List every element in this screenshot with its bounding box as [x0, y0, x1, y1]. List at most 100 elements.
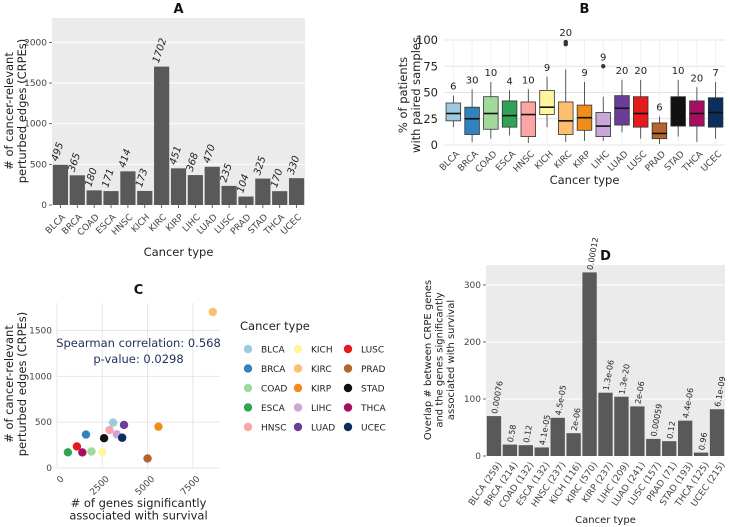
panel-b-count-label: 6	[450, 82, 456, 93]
panel-b-count-label: 10	[522, 75, 535, 86]
panel-b-y-tick-label: 0	[431, 138, 438, 152]
panel-c-legend-label: UCEC	[361, 424, 386, 434]
panel-c-title: C	[134, 283, 144, 298]
panel-b-outlier	[563, 39, 568, 45]
panel-b-box	[445, 102, 462, 122]
panel-d-bar	[486, 416, 502, 456]
panel-d-y-tick-label: 200	[464, 338, 481, 348]
panel-b-box	[595, 112, 611, 137]
panel-c-point-coad	[87, 447, 96, 456]
panel-c-legend-label: BLCA	[261, 346, 285, 356]
panel-b-box	[670, 96, 686, 127]
panel-b-box	[632, 96, 649, 128]
panel-d-y-tick-label: 100	[464, 395, 481, 405]
panel-d-y-tick-label: 0	[475, 452, 481, 462]
panel-c-legend-key	[243, 364, 253, 373]
panel-d-bar	[693, 452, 709, 456]
panel-a-bar	[69, 175, 85, 205]
panel-a-x-tick-label: KIRP	[165, 212, 187, 234]
panel-c-point-kirc	[208, 307, 217, 317]
panel-b-box	[651, 122, 668, 140]
panel-c-x-tick-label: 5000	[134, 474, 157, 497]
panel-c-legend-label: THCA	[360, 404, 387, 414]
panel-b-count-label: 10	[484, 68, 497, 79]
panel-b-box	[558, 101, 574, 135]
panel-c-point-blca	[108, 418, 118, 427]
panel-b-count-label: 4	[506, 76, 512, 87]
panel-b-title: B	[580, 2, 590, 17]
panel-c-legend-title: Cancer type	[240, 319, 310, 333]
panel-d-y-axis-label: Overlap # between CRPE genesand the gene…	[423, 280, 457, 440]
panel-b-count-label: 20	[559, 28, 572, 39]
panel-d-bar	[630, 406, 645, 456]
panel-c-x-tick-label: 0	[55, 474, 66, 485]
panel-c-legend-key	[243, 422, 253, 432]
panel-b-x-tick-label: LUAD	[606, 149, 630, 173]
panel-b-count-label: 6	[656, 103, 662, 114]
panel-b-y-tick-label: 100	[416, 33, 438, 47]
panel-b-box	[539, 90, 555, 115]
panel-c-x-tick-label: 2500	[89, 474, 112, 497]
panel-c-legend-key	[293, 364, 303, 373]
panel-d-bar	[550, 417, 565, 456]
panel-c-legend-key	[293, 383, 303, 393]
panel-c-legend-key	[293, 403, 303, 412]
panel-d-bar	[534, 447, 549, 456]
panel-c-legend-label: HNSC	[261, 424, 287, 434]
panel-a-bar	[103, 191, 119, 205]
panel-c-legend-label: STAD	[361, 385, 385, 395]
panel-c-legend-label: LUSC	[361, 346, 384, 356]
panel-b-box	[614, 95, 630, 126]
panel-c: C 0 500 1000 1500 0 2500 5000 7500 Spearman corre…	[2, 283, 387, 523]
panel-b-x-tick-label: UCEC	[700, 150, 725, 175]
panel-c-legend-label: LIHC	[311, 404, 332, 414]
panel-d-bar	[662, 441, 677, 456]
panel-c-point-stad	[99, 434, 109, 443]
panel-b-count-label: 20	[691, 73, 704, 84]
panel-d-y-tick-label: 300	[464, 281, 481, 291]
panel-c-legend-key	[243, 403, 253, 412]
panel-b-count-label: 20	[616, 66, 629, 77]
panel-c-legend-key	[343, 364, 353, 373]
panel-a-title: A	[173, 2, 183, 17]
panel-c-point-kirp	[154, 422, 163, 431]
panel-d-pvalue-label: 0.12	[522, 424, 534, 443]
panel-c-x-tick-label: 7500	[179, 474, 202, 497]
panel-a-y-tick-label: 1000	[24, 120, 47, 130]
panel-a-bar	[137, 190, 153, 205]
panel-b-outlier	[601, 64, 606, 69]
panel-a-x-axis-label: Cancer type	[144, 245, 214, 259]
panel-a-x-tick-label: KICH	[130, 213, 152, 235]
panel-b-box	[464, 106, 480, 135]
panel-a-bar	[154, 66, 170, 206]
panel-c-y-tick-label: 1000	[29, 372, 52, 382]
panel-b-count-label: 30	[466, 75, 479, 86]
panel-c-legend-key	[343, 344, 353, 354]
panel-a-bar	[187, 175, 203, 205]
panel-b-x-tick-label: HNSC	[512, 150, 537, 175]
panel-a-bar	[86, 190, 102, 205]
panel-a-y-axis-label: # of cancer-relevantperturbed edges (CRP…	[2, 39, 29, 184]
panel-c-y-tick-label: 1500	[29, 327, 52, 337]
panel-b-count-label: 9	[600, 52, 606, 63]
panel-a-bar	[170, 168, 187, 205]
panel-b-count-label: 20	[634, 66, 647, 77]
panel-c-legend-key	[243, 344, 253, 354]
panel-c-legend-key	[343, 422, 353, 432]
panel-c-annotation-correlation: Spearman correlation: 0.568	[56, 336, 221, 350]
panel-b-count-label: 7	[712, 68, 718, 79]
panel-c-point-brca	[81, 430, 91, 439]
panel-c-point-esca	[63, 448, 73, 457]
panel-b-box	[520, 101, 537, 137]
panel-c-plot-background	[57, 303, 220, 468]
panel-c-legend-key	[293, 344, 303, 354]
panel-a-bar	[255, 178, 271, 205]
panel-b-x-tick-label: KIRC	[553, 150, 575, 172]
panel-d-bar	[598, 392, 613, 456]
panel-c-point-kich	[98, 447, 107, 457]
panel-d-bar	[566, 433, 581, 456]
panel-c-legend-label: COAD	[261, 385, 287, 395]
panel-d-bar	[518, 445, 534, 456]
